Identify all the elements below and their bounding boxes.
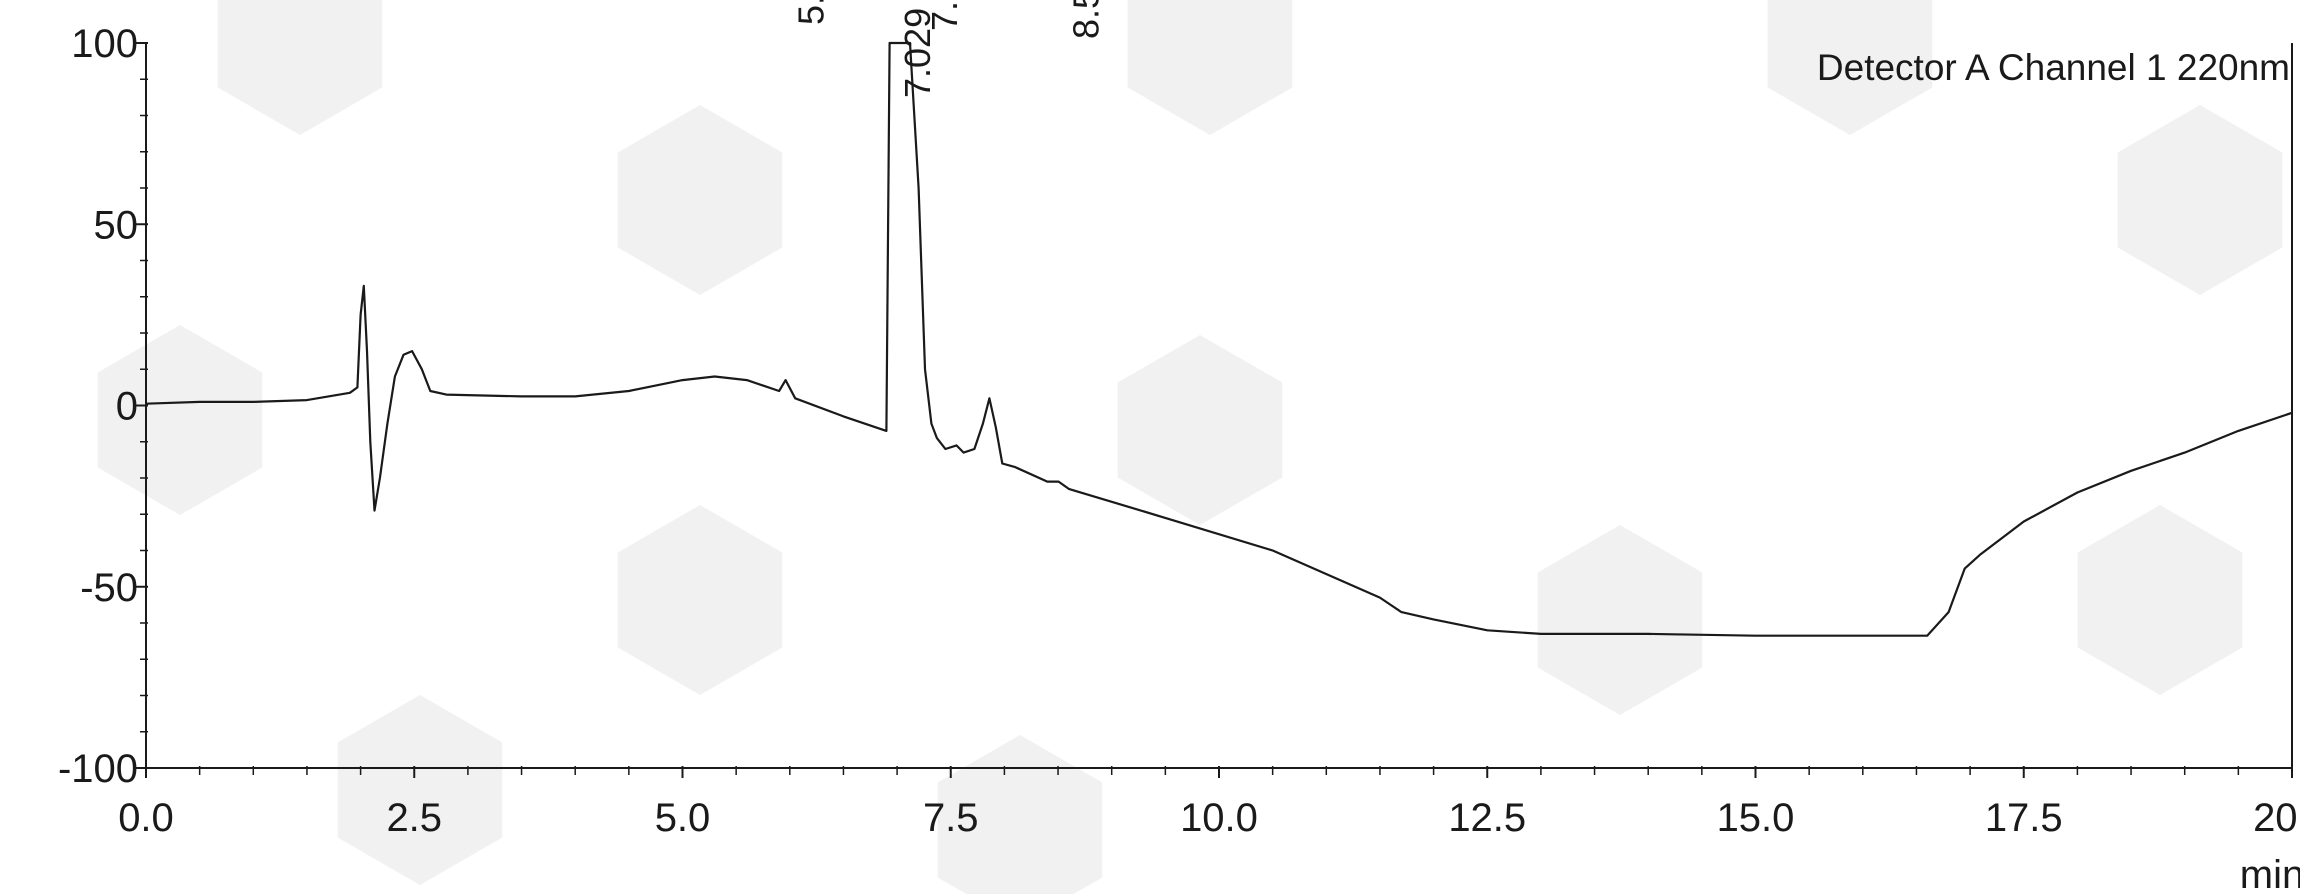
- watermark-hexagon: [1537, 525, 1703, 715]
- watermark-hexagon: [1127, 0, 1293, 135]
- series-layer: [145, 41, 2293, 637]
- tick-layer: -100 -50 0 50 100 0.0 2.5 5.0 7.5 10.0 12.5 15.0 17.…: [58, 22, 2300, 840]
- y-tick-label: 0: [116, 385, 138, 429]
- watermark-hexagon: [337, 695, 503, 885]
- y-tick-label: 50: [94, 203, 139, 247]
- peak-labels: 5.9617.0297.3717.5547.8608.505: [791, 0, 1107, 98]
- watermark-layer: [97, 0, 2283, 894]
- x-axis-label: min: [2240, 853, 2300, 894]
- chromatogram-trace: [145, 41, 2293, 637]
- watermark-hexagon: [2077, 505, 2243, 695]
- x-tick-label: 2.5: [386, 796, 442, 840]
- x-tick-label: 20.0: [2253, 796, 2300, 840]
- x-tick-label: 5.0: [655, 796, 711, 840]
- peak-label: 7.029: [897, 8, 938, 98]
- peak-label: 7.371: [924, 0, 965, 31]
- y-tick-label: 100: [71, 22, 138, 66]
- y-tick-label: -100: [58, 747, 138, 791]
- peak-label: 5.961: [791, 0, 832, 25]
- watermark-hexagon: [617, 105, 783, 295]
- x-tick-label: 12.5: [1448, 796, 1526, 840]
- watermark-hexagon: [937, 735, 1103, 894]
- x-tick-label: 15.0: [1717, 796, 1795, 840]
- watermark-hexagon: [1767, 0, 1933, 135]
- x-tick-label: 17.5: [1985, 796, 2063, 840]
- watermark-hexagon: [617, 505, 783, 695]
- x-tick-label: 10.0: [1180, 796, 1258, 840]
- watermark-hexagon: [97, 325, 263, 515]
- x-tick-label: 0.0: [118, 796, 174, 840]
- detector-annotation: Detector A Channel 1 220nm: [1817, 47, 2290, 88]
- watermark-hexagon: [1117, 335, 1283, 525]
- x-tick-label: 7.5: [923, 796, 979, 840]
- watermark-hexagon: [217, 0, 383, 135]
- y-tick-label: -50: [80, 566, 138, 610]
- watermark-hexagon: [2117, 105, 2283, 295]
- peak-label: 8.505: [1066, 0, 1107, 39]
